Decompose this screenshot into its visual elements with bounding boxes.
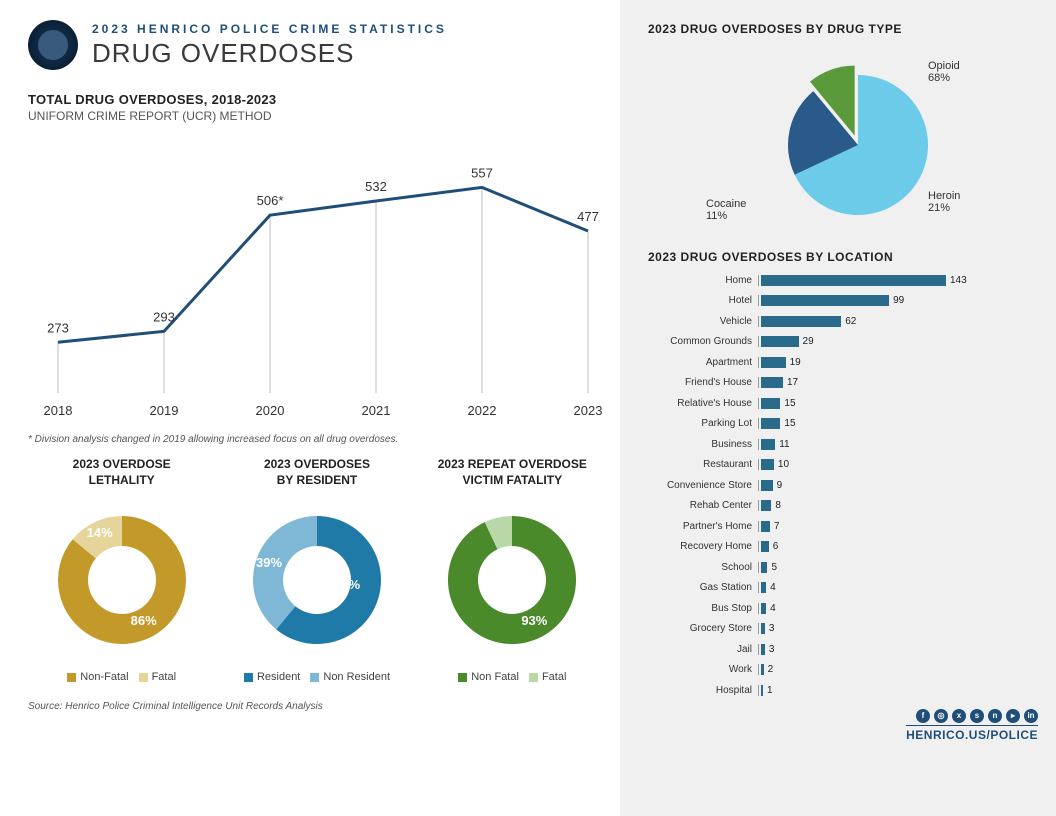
page-title: DRUG OVERDOSES (92, 38, 447, 69)
social-icon[interactable]: ◎ (934, 709, 948, 723)
svg-text:2018: 2018 (44, 403, 73, 418)
donut-row: 2023 OVERDOSELETHALITY 86%14% Non-FatalF… (28, 457, 606, 683)
page: 2023 HENRICO POLICE CRIME STATISTICS DRU… (0, 0, 1056, 816)
svg-text:532: 532 (365, 179, 387, 194)
location-table: Home143Hotel99Vehicle62Common Grounds29A… (648, 270, 1038, 701)
trend-title: TOTAL DRUG OVERDOSES, 2018-2023 (28, 92, 606, 107)
svg-text:2020: 2020 (256, 403, 285, 418)
trend-svg: 273 293 506* 532 557 477 2018 2019 2020 2021 2022 2… (28, 133, 608, 423)
social-icon[interactable]: ▸ (1006, 709, 1020, 723)
donut-repeat: 2023 REPEAT OVERDOSEVICTIM FATALITY 93%7… (419, 457, 606, 683)
location-row: Apartment19 (648, 352, 1038, 373)
location-row: Vehicle62 (648, 311, 1038, 332)
svg-text:2019: 2019 (150, 403, 179, 418)
donut-lethality: 2023 OVERDOSELETHALITY 86%14% Non-FatalF… (28, 457, 215, 683)
header-subtitle: 2023 HENRICO POLICE CRIME STATISTICS (92, 22, 447, 36)
header-text: 2023 HENRICO POLICE CRIME STATISTICS DRU… (92, 22, 447, 69)
drugtype-title: 2023 DRUG OVERDOSES BY DRUG TYPE (648, 22, 1038, 36)
legend: ResidentNon Resident (223, 671, 410, 683)
right-column: 2023 DRUG OVERDOSES BY DRUG TYPE Opioid6… (620, 0, 1056, 816)
footer-url: HENRICO.US/POLICE (906, 725, 1038, 742)
svg-text:2022: 2022 (468, 403, 497, 418)
location-row: Convenience Store9 (648, 475, 1038, 496)
location-row: Restaurant10 (648, 455, 1038, 476)
location-row: Work2 (648, 660, 1038, 681)
social-icon[interactable]: x (952, 709, 966, 723)
donut-title: 2023 REPEAT OVERDOSEVICTIM FATALITY (419, 457, 606, 489)
drugtype-pie: Opioid68%Heroin21%Cocaine11% (648, 40, 1028, 240)
location-row: School5 (648, 557, 1038, 578)
svg-text:506*: 506* (257, 193, 284, 208)
location-row: Jail3 (648, 639, 1038, 660)
location-row: Gas Station4 (648, 578, 1038, 599)
location-row: Recovery Home6 (648, 537, 1038, 558)
location-row: Home143 (648, 270, 1038, 291)
social-icon[interactable]: s (970, 709, 984, 723)
trend-footnote: * Division analysis changed in 2019 allo… (28, 434, 606, 445)
donut-title: 2023 OVERDOSELETHALITY (28, 457, 215, 489)
trend-subtitle: UNIFORM CRIME REPORT (UCR) METHOD (28, 109, 606, 123)
header: 2023 HENRICO POLICE CRIME STATISTICS DRU… (28, 20, 606, 70)
location-row: Grocery Store3 (648, 619, 1038, 640)
location-row: Friend's House17 (648, 373, 1038, 394)
legend: Non-FatalFatal (28, 671, 215, 683)
trend-chart: 273 293 506* 532 557 477 2018 2019 2020 2021 2022 2… (28, 133, 606, 428)
footer: f ◎ xsn ▸ in HENRICO.US/POLICE (648, 709, 1038, 744)
svg-text:2021: 2021 (362, 403, 391, 418)
legend: Non FatalFatal (419, 671, 606, 683)
svg-text:293: 293 (153, 309, 175, 324)
social-icon[interactable]: in (1024, 709, 1038, 723)
social-icons: f ◎ xsn ▸ in (648, 709, 1038, 723)
source-note: Source: Henrico Police Criminal Intellig… (28, 701, 606, 712)
location-row: Common Grounds29 (648, 332, 1038, 353)
location-row: Parking Lot15 (648, 414, 1038, 435)
location-row: Hotel99 (648, 291, 1038, 312)
svg-text:2023: 2023 (574, 403, 603, 418)
left-column: 2023 HENRICO POLICE CRIME STATISTICS DRU… (0, 0, 620, 816)
location-row: Rehab Center8 (648, 496, 1038, 517)
donut-resident: 2023 OVERDOSESBY RESIDENT 61%39% Residen… (223, 457, 410, 683)
svg-text:273: 273 (47, 320, 69, 335)
police-badge-icon (28, 20, 78, 70)
social-icon[interactable]: n (988, 709, 1002, 723)
location-row: Business11 (648, 434, 1038, 455)
location-row: Bus Stop4 (648, 598, 1038, 619)
donut-title: 2023 OVERDOSESBY RESIDENT (223, 457, 410, 489)
location-title: 2023 DRUG OVERDOSES BY LOCATION (648, 250, 1038, 264)
location-row: Hospital1 (648, 680, 1038, 701)
location-row: Partner's Home7 (648, 516, 1038, 537)
location-row: Relative's House15 (648, 393, 1038, 414)
social-icon[interactable]: f (916, 709, 930, 723)
svg-text:557: 557 (471, 165, 493, 180)
svg-text:477: 477 (577, 209, 599, 224)
